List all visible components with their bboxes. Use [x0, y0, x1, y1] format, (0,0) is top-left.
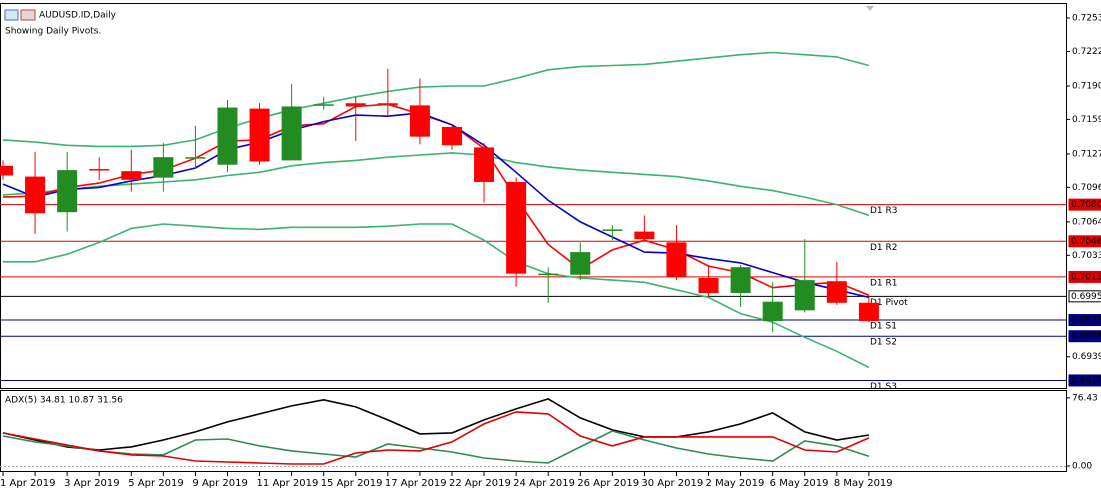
candle-body	[249, 108, 270, 162]
x-tick-label: 15 Apr 2019	[321, 478, 383, 489]
candle-body	[826, 281, 847, 303]
y-tick-label: 0.7253	[1072, 14, 1101, 24]
y-tick-label: 0.7064	[1072, 217, 1101, 227]
pivot-name: D1 R1	[870, 278, 898, 288]
x-tick-label: 22 Apr 2019	[449, 478, 511, 489]
candle-body	[730, 267, 751, 294]
candle-body	[794, 280, 815, 311]
x-tick-label: 5 Apr 2019	[128, 478, 183, 489]
chart-title: AUDUSD.ID,Daily	[39, 11, 117, 21]
candle-body	[121, 171, 142, 180]
y-tick-label: 0.7033	[1072, 251, 1101, 261]
x-tick-label: 30 Apr 2019	[641, 478, 703, 489]
candle-body	[0, 165, 13, 176]
x-tick-label: 24 Apr 2019	[513, 478, 575, 489]
y-tick-label: 0.7127	[1072, 149, 1101, 159]
y-tick-label: 0.7222	[1072, 47, 1101, 57]
app-icon	[4, 9, 36, 21]
indicator-label: ADX(5) 34.81 10.87 31.56	[5, 396, 123, 406]
pivot-name: D1 Pivot	[870, 298, 908, 308]
candle-body	[570, 252, 591, 275]
x-tick-label: 3 Apr 2019	[64, 478, 119, 489]
candle-body	[89, 169, 110, 171]
pivot-label: 0.6958	[1071, 332, 1101, 342]
y-tick-label: 0.6939	[1072, 352, 1101, 362]
pivot-label: 0.6995	[1071, 292, 1101, 302]
candle-body	[858, 302, 879, 322]
pivot-label-box	[1068, 314, 1101, 327]
x-tick-label: 26 Apr 2019	[577, 478, 639, 489]
pivot-label: 0.7013	[1071, 272, 1101, 282]
candle-body	[762, 301, 783, 322]
pivot-label-box	[1068, 270, 1101, 283]
candle-body	[57, 170, 78, 213]
candle-body	[217, 107, 238, 165]
x-tick-label: 6 May 2019	[770, 478, 829, 489]
shift-marker	[866, 6, 874, 11]
candle-body	[25, 176, 46, 214]
indicator-line	[2, 112, 870, 299]
pivot-label: 0.7046	[1071, 237, 1101, 247]
candle-body	[698, 277, 719, 294]
candle-body	[185, 157, 206, 159]
x-tick-label: 9 Apr 2019	[192, 478, 247, 489]
adx-pane-border	[0, 390, 1067, 472]
x-tick-label: 1 Apr 2019	[0, 478, 55, 489]
x-tick-label: 2 May 2019	[706, 478, 765, 489]
indicator-line	[2, 411, 870, 465]
indicator-line	[2, 152, 870, 217]
pivot-label-box	[1068, 290, 1101, 303]
pivot-label-box	[1068, 374, 1101, 387]
y-tick-label: 0.7190	[1072, 81, 1101, 91]
pivot-label: 0.6917	[1071, 376, 1101, 386]
y-tick-label: 0.7096	[1072, 183, 1101, 193]
y-tick-label: 0.7159	[1072, 115, 1101, 125]
candle-body	[634, 231, 655, 240]
candle-body	[602, 229, 623, 231]
indicator-line	[2, 51, 870, 148]
candle-body	[441, 126, 462, 146]
indicator-line	[2, 430, 870, 464]
pivot-label-box	[1068, 235, 1101, 248]
x-tick-label: 8 May 2019	[834, 478, 893, 489]
candle-body	[666, 242, 687, 277]
pivot-name: D1 S1	[870, 322, 897, 332]
x-tick-label: 17 Apr 2019	[385, 478, 447, 489]
pivot-name: D1 S2	[870, 338, 897, 348]
candle-body	[281, 106, 302, 161]
pivot-label-box	[1068, 198, 1101, 211]
candle-body	[409, 105, 430, 137]
candle-body	[538, 273, 559, 276]
indicator-line	[2, 398, 870, 451]
main-pane-border	[0, 3, 1067, 389]
pivot-name: D1 R3	[870, 206, 898, 216]
candle-body	[506, 181, 527, 274]
pivot-label-box	[1068, 330, 1101, 343]
y-tick-label: 0.00	[1072, 462, 1092, 472]
candle-body	[313, 104, 334, 106]
candle-body	[153, 157, 174, 178]
indicator-line	[3, 223, 870, 369]
pivot-name: D1 S3	[870, 382, 897, 392]
pivot-name: D1 R2	[870, 243, 898, 253]
pivot-label: 0.6973	[1071, 316, 1101, 326]
pivot-label: 0.7080	[1071, 200, 1101, 210]
candle-body	[474, 147, 495, 182]
y-tick-label: 76.43	[1072, 393, 1098, 403]
candle-body	[345, 103, 366, 107]
x-tick-label: 11 Apr 2019	[257, 478, 319, 489]
candle-body	[377, 103, 398, 106]
chart-subtitle: Showing Daily Pivots.	[5, 27, 101, 37]
